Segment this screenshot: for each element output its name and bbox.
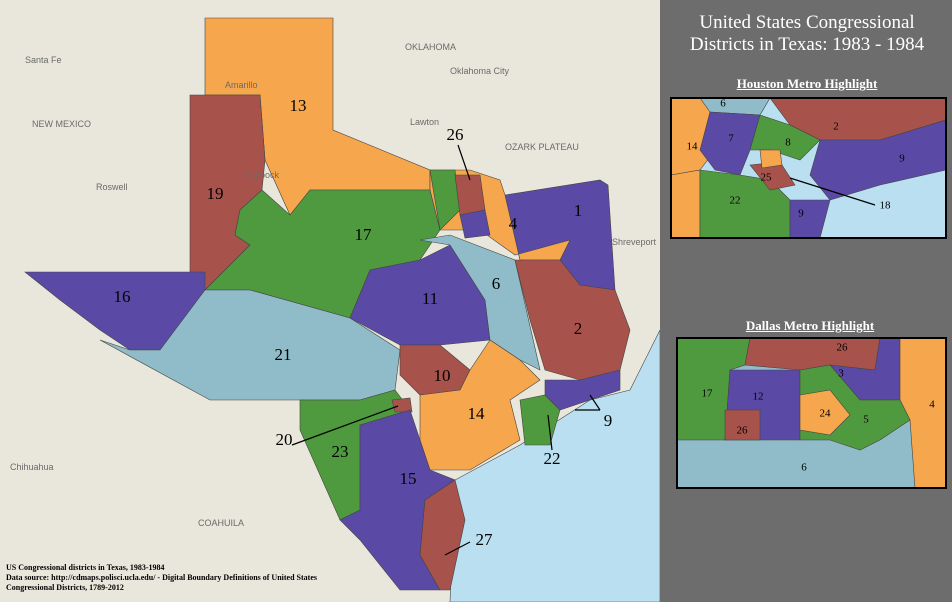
place-label: Santa Fe [25, 55, 62, 65]
district-26 [454, 174, 486, 216]
district-label: 27 [476, 530, 494, 549]
place-label: Lubbock [245, 170, 280, 180]
district-label: 11 [422, 289, 438, 308]
inset-label: 9 [798, 208, 804, 220]
place-label: Lawton [410, 117, 439, 127]
district-label: 22 [544, 449, 561, 468]
place-label: COAHUILA [198, 518, 244, 528]
inset-label: 8 [785, 137, 791, 149]
source-line: Congressional Districts, 1789-2012 [6, 583, 124, 592]
district-27 [419, 479, 466, 591]
district-20 [391, 397, 413, 413]
inset-label: 6 [801, 462, 807, 474]
leader-line [789, 177, 876, 206]
inset-frame [676, 337, 947, 489]
district-label: 21 [275, 345, 292, 364]
inset-label: 26 [737, 425, 749, 437]
district-label: 19 [207, 184, 224, 203]
place-label: NEW MEXICO [32, 119, 91, 129]
district-label: 4 [509, 214, 518, 233]
inset-label: 12 [753, 391, 764, 403]
place-label: Amarillo [225, 80, 258, 90]
inset-label: 4 [929, 399, 935, 411]
district-label: 23 [332, 442, 349, 461]
district-label: 10 [434, 366, 451, 385]
inset-label: 22 [730, 195, 741, 207]
inset-label: 2 [833, 121, 839, 133]
place-label: Chihuahua [10, 462, 54, 472]
houston-inset [671, 98, 946, 238]
houston-labels: 6 2 7 8 14 9 25 22 9 18 [687, 98, 906, 220]
basemap-labels: OKLAHOMA NEW MEXICO Oklahoma City Santa … [10, 42, 657, 528]
district-2 [514, 259, 631, 381]
inset-label: 25 [761, 172, 773, 184]
inset-label: 7 [728, 133, 734, 145]
inset-title: Houston Metro Highlight [736, 76, 878, 91]
place-label: Roswell [96, 182, 128, 192]
place-label: OKLAHOMA [405, 42, 456, 52]
district-label: 15 [400, 469, 417, 488]
inset-label: 6 [720, 98, 726, 110]
source-line: US Congressional districts in Texas, 198… [6, 563, 165, 572]
inset-label: 26 [837, 342, 849, 354]
inset-label: 17 [702, 388, 714, 400]
district-labels: 13 19 26 17 1 4 16 11 6 21 2 10 14 9 20 … [114, 96, 613, 549]
district-label: 14 [468, 404, 486, 423]
district-dallas [459, 209, 491, 239]
district-9 [544, 369, 621, 411]
dallas-inset [677, 338, 946, 488]
inset-label: 24 [820, 408, 832, 420]
district-label: 6 [492, 274, 501, 293]
district-label: 17 [355, 225, 373, 244]
district-label: 1 [574, 201, 583, 220]
source-note: US Congressional districts in Texas, 198… [6, 563, 317, 592]
district-label: 26 [447, 125, 464, 144]
inset-label: 3 [838, 368, 844, 380]
place-label: OZARK PLATEAU [505, 142, 579, 152]
district-label: 9 [604, 411, 613, 430]
gulf [449, 329, 661, 602]
district-label: 2 [574, 319, 583, 338]
inset-label: 14 [687, 141, 699, 153]
dallas-labels: 26 3 17 12 4 24 5 26 6 [702, 342, 936, 474]
inset-frame [670, 97, 947, 239]
district-label: 13 [290, 96, 307, 115]
page-title: United States Congressional Districts in… [689, 12, 925, 55]
inset-label: 18 [880, 200, 892, 212]
inset-label: 9 [899, 153, 905, 165]
inset-title: Dallas Metro Highlight [745, 318, 875, 333]
inset-label: 5 [863, 414, 869, 426]
place-label: Shreveport [612, 237, 657, 247]
leader-lines [291, 144, 601, 556]
district-label: 20 [276, 430, 293, 449]
place-label: Oklahoma City [450, 66, 510, 76]
district-label: 16 [114, 287, 131, 306]
source-line: Data source: http://cdmaps.polisci.ucla.… [6, 573, 317, 582]
